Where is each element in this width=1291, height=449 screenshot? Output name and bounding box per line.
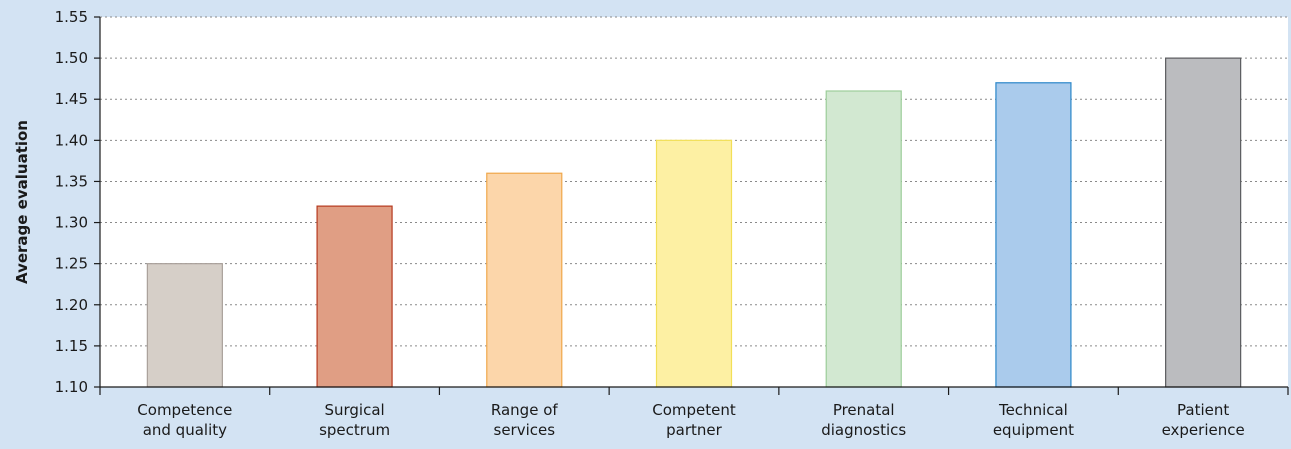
bar bbox=[316, 205, 393, 388]
bars bbox=[146, 57, 1242, 388]
x-tick-label: Range of services bbox=[491, 401, 558, 439]
y-tick-label: 1.40 bbox=[55, 131, 88, 149]
bar bbox=[655, 139, 733, 388]
bar bbox=[146, 263, 223, 388]
bar bbox=[486, 172, 563, 388]
bar bbox=[1165, 57, 1242, 388]
y-tick-label: 1.10 bbox=[55, 378, 88, 396]
x-tick-label: Technical equipment bbox=[993, 401, 1074, 439]
y-tick-label: 1.35 bbox=[55, 172, 88, 190]
x-tick-label: Competence and quality bbox=[137, 401, 232, 439]
y-tick-label: 1.20 bbox=[55, 296, 88, 314]
y-axis-label: Average evaluation bbox=[13, 120, 31, 284]
y-tick-label: 1.15 bbox=[55, 337, 88, 355]
x-tick-label: Competent partner bbox=[652, 401, 736, 439]
tick-labels: 1.10 1.15 1.20 1.25 1.30 1.35 1.40 1.45 1.50 1.55… bbox=[55, 8, 1245, 439]
y-tick-label: 1.25 bbox=[55, 255, 88, 273]
bar bbox=[825, 90, 902, 388]
y-tick-label: 1.30 bbox=[55, 214, 88, 232]
bar bbox=[995, 82, 1072, 388]
y-tick-label: 1.55 bbox=[55, 8, 88, 26]
y-tick-label: 1.45 bbox=[55, 90, 88, 108]
x-tick-label: Prenatal diagnostics bbox=[821, 401, 906, 439]
axes bbox=[94, 16, 1289, 395]
x-tick-label: Surgical spectrum bbox=[319, 401, 390, 439]
x-tick-label: Patient experience bbox=[1162, 401, 1245, 439]
y-tick-label: 1.50 bbox=[55, 49, 88, 67]
gridlines bbox=[100, 16, 1288, 347]
